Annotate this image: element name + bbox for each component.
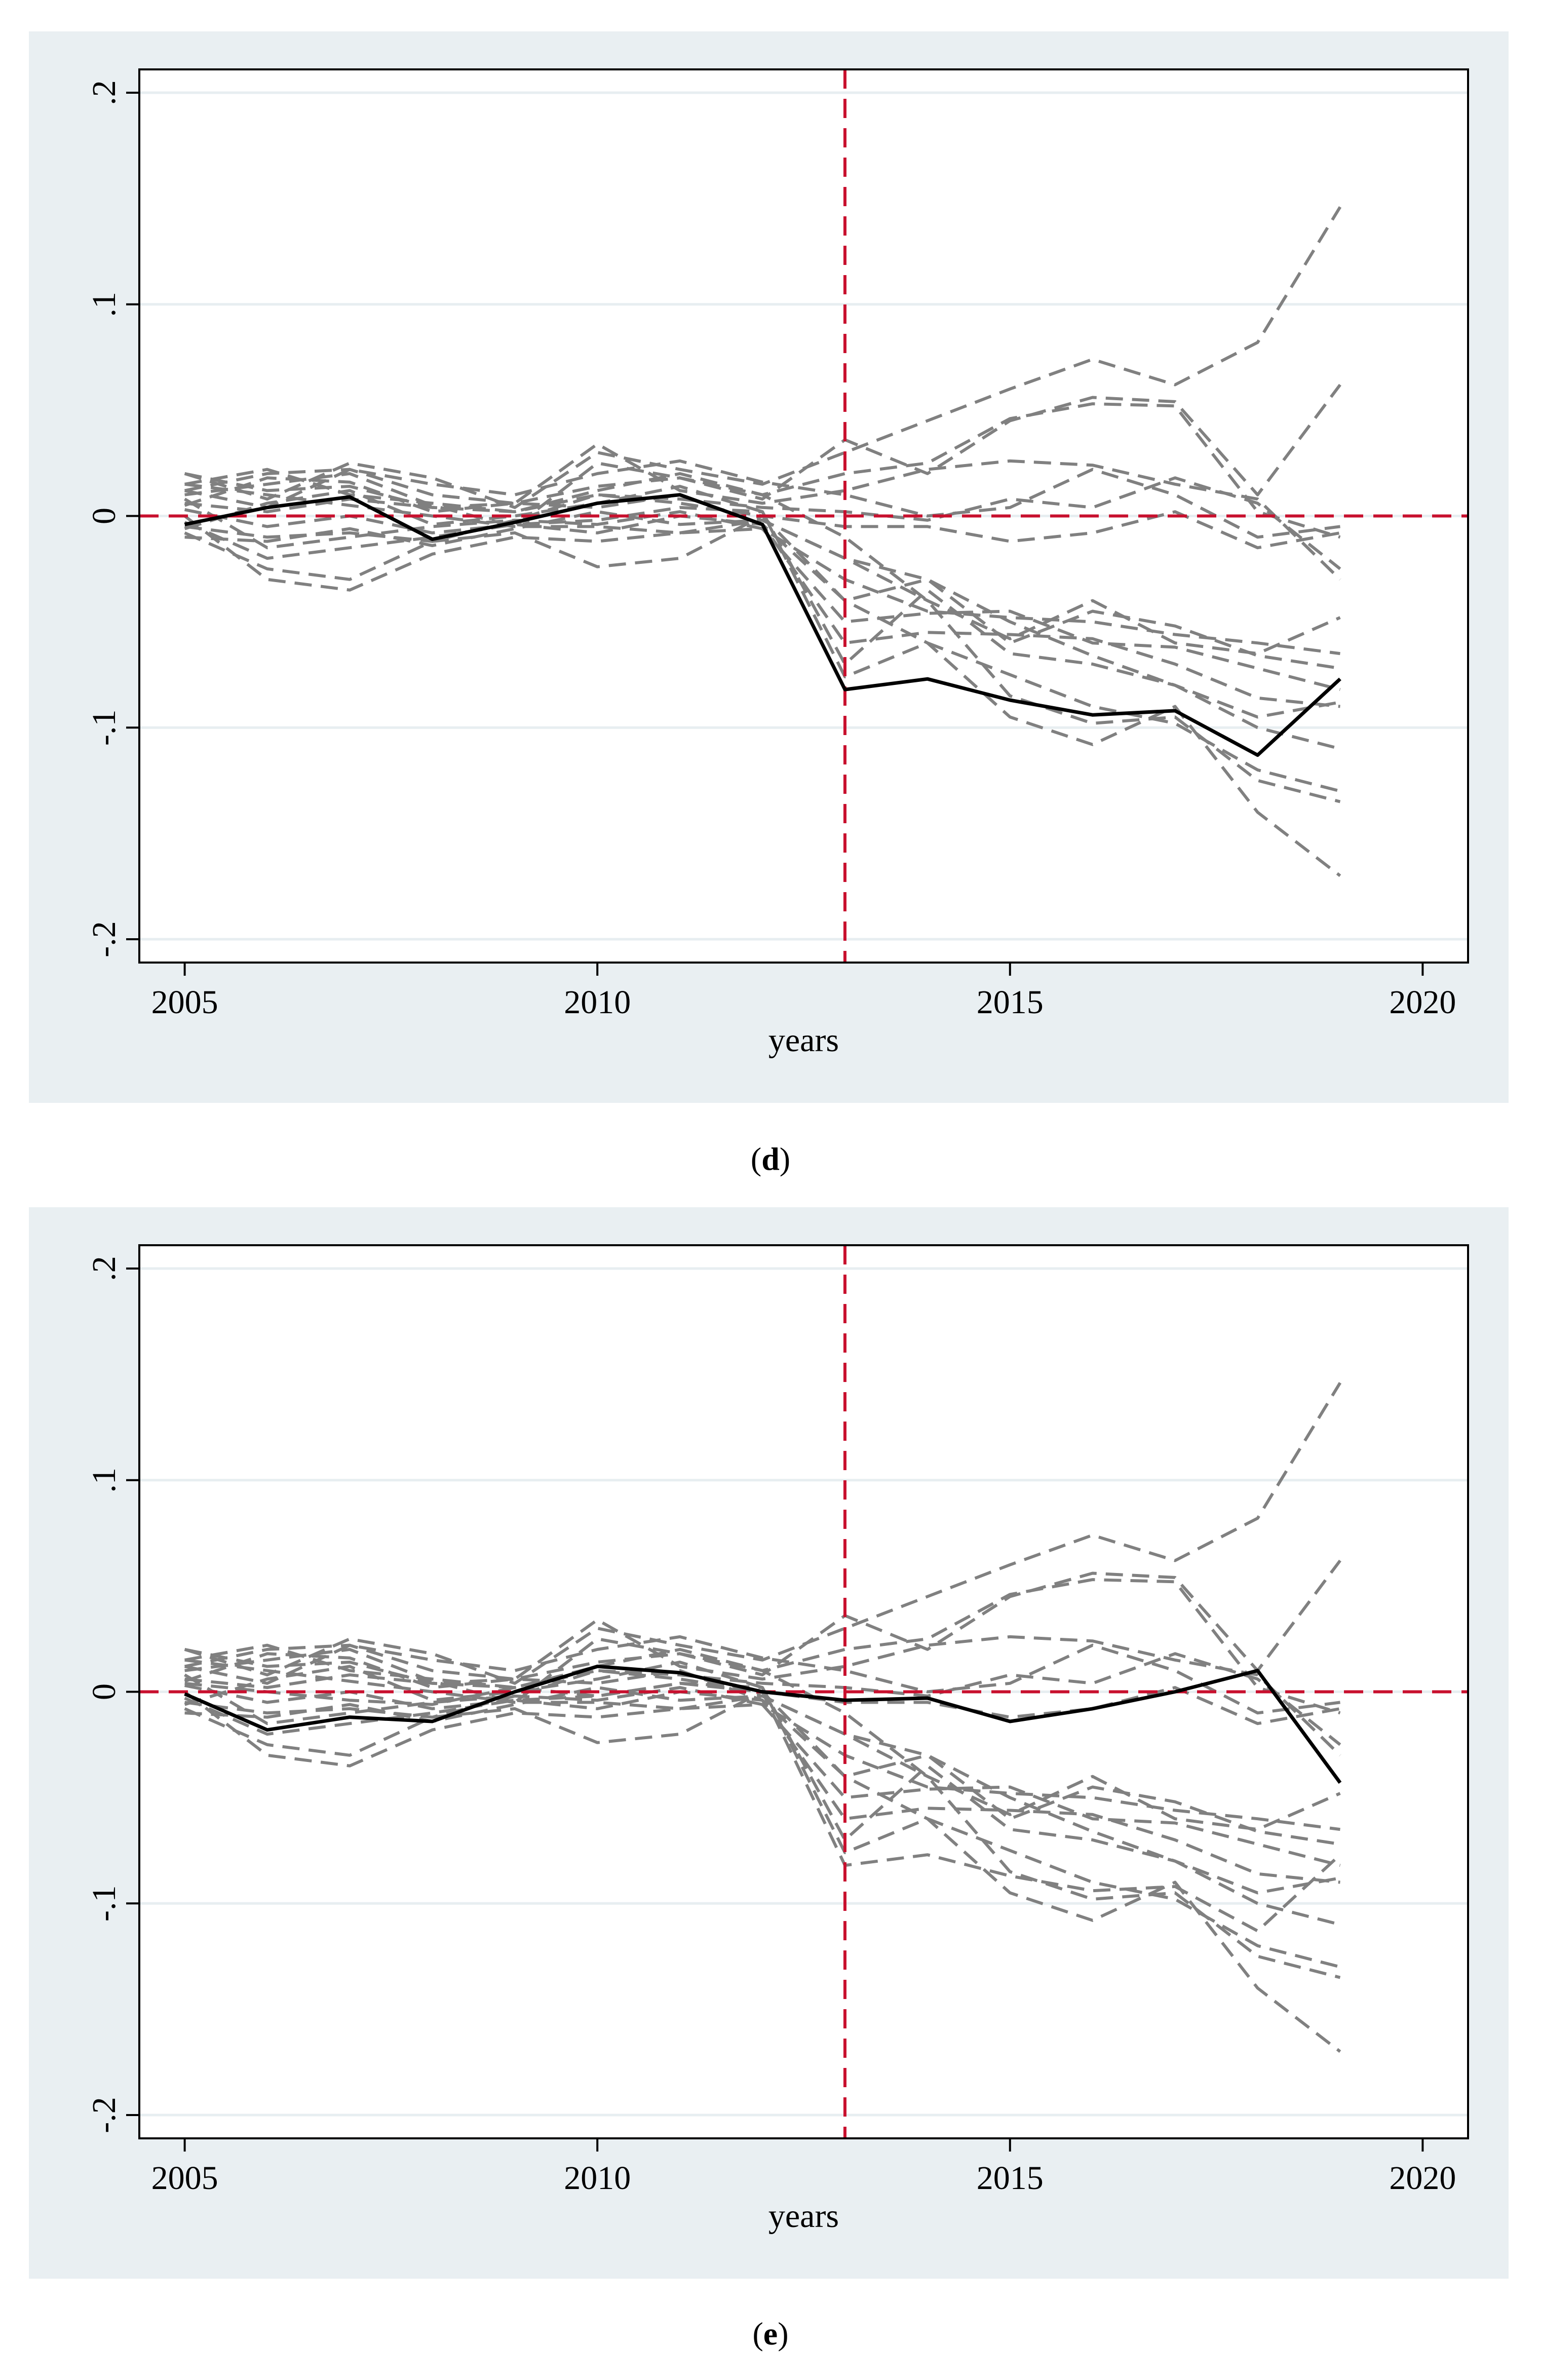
y-tick-label: -.2 bbox=[86, 921, 123, 957]
chart-panel-d: -.2 -.1 0 .1 .2 2005 2010 2015 2020 years bbox=[29, 31, 1509, 1103]
y-tick-label: .2 bbox=[86, 80, 123, 105]
y-tick-label: .2 bbox=[86, 1256, 123, 1281]
chart-e: -.2 -.1 0 .1 .2 2005 2010 2015 2020 years bbox=[86, 1244, 1469, 2235]
placebo-series-line bbox=[184, 1647, 1340, 1884]
x-axis-title: years bbox=[768, 1022, 839, 1059]
placebo-series-line bbox=[184, 468, 1341, 803]
y-tick-label: 0 bbox=[86, 1683, 123, 1700]
x-tick-label: 2010 bbox=[564, 984, 631, 1021]
treated-series-line bbox=[184, 493, 1341, 757]
placebo-series-line bbox=[184, 1643, 1341, 1979]
x-axis-title: years bbox=[768, 2198, 839, 2235]
x-tick-label: 2005 bbox=[151, 984, 218, 1021]
y-tick-label: 0 bbox=[86, 508, 123, 524]
treated-series-line bbox=[184, 1664, 1342, 1784]
placebo-series-line bbox=[184, 482, 1341, 692]
y-tick-label: -.1 bbox=[86, 710, 123, 746]
chart-d: -.2 -.1 0 .1 .2 2005 2010 2015 2020 years bbox=[86, 68, 1469, 1059]
x-tick-label: 2015 bbox=[977, 984, 1044, 1021]
placebo-series-line bbox=[184, 1686, 1341, 1926]
y-tick-label: -.2 bbox=[86, 2097, 123, 2133]
placebo-series-line bbox=[184, 383, 1341, 528]
placebo-series-line bbox=[184, 206, 1342, 509]
y-tick-label: -.1 bbox=[86, 1886, 123, 1922]
caption-e: (e) bbox=[752, 2316, 789, 2352]
placebo-series-line bbox=[184, 1382, 1342, 1685]
x-tick-label: 2010 bbox=[564, 2160, 631, 2197]
x-tick-label: 2015 bbox=[977, 2160, 1044, 2197]
caption-d: (d) bbox=[750, 1141, 791, 1177]
placebo-series-line bbox=[184, 459, 1340, 539]
x-tick-label: 2005 bbox=[151, 2160, 218, 2197]
y-tick-label: .1 bbox=[86, 1468, 123, 1493]
placebo-series-line bbox=[184, 1559, 1341, 1704]
x-tick-label: 2020 bbox=[1389, 2160, 1456, 2197]
chart-panel-e: -.2 -.1 0 .1 .2 2005 2010 2015 2020 years bbox=[29, 1207, 1509, 2279]
x-tick-label: 2020 bbox=[1389, 984, 1456, 1021]
placebo-series-line bbox=[184, 510, 1341, 750]
placebo-series-line bbox=[184, 1635, 1340, 1715]
y-tick-label: .1 bbox=[86, 292, 123, 317]
placebo-series-line bbox=[184, 1658, 1341, 1867]
